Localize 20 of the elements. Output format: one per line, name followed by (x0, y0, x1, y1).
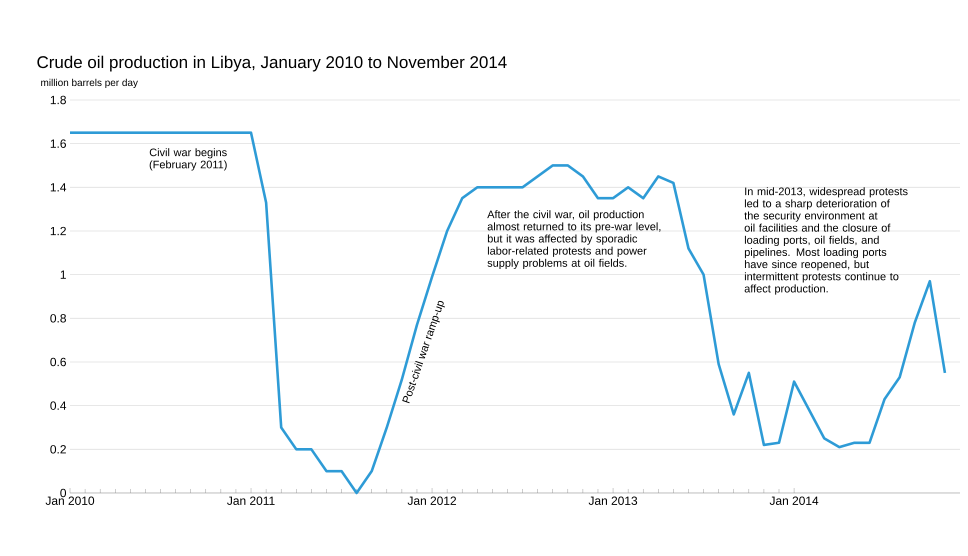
text: In mid-2013, widespread protests led to a sharp deterioration of the security environment at oil facilities and the closure of loading ports, oil fields, and pipelines. Most loading ports have since reopened, but intermittent protests continue to affect production. (744, 187, 908, 295)
x-tick-label: Jan 2010 (46, 496, 94, 505)
y-tick-label: 1.4 (50, 183, 66, 192)
y-tick-label: 0.4 (50, 401, 66, 410)
y-axis-title: million barrels per day (41, 78, 138, 88)
x-tick-label: Jan 2014 (770, 496, 818, 505)
chart-title: Crude oil production in Libya, January 2010 to November 2014 (37, 56, 507, 72)
x-tick-label: Jan 2011 (227, 496, 275, 505)
annotation: Civil war begins (February 2011) (150, 148, 227, 171)
y-tick-label: 1.8 (50, 96, 66, 104)
y-tick-label: 1.6 (50, 139, 66, 148)
y-tick-label: 0.2 (50, 445, 66, 454)
y-tick-label: 0.6 (50, 358, 66, 366)
x-tick-label: Jan 2013 (588, 496, 638, 505)
y-tick-label: 1.2 (50, 226, 66, 236)
y-tick-label: 1 (60, 270, 66, 279)
y-tick-label: 0.8 (50, 314, 66, 323)
annotation: After the civil war, oil production almost returned to its pre-war level, but it was affected by sporadic labor-related protests and power supply problems at oil fields. (487, 210, 660, 270)
y-tick-label: 0 (60, 488, 66, 498)
x-tick-label: Jan 2012 (408, 496, 456, 505)
